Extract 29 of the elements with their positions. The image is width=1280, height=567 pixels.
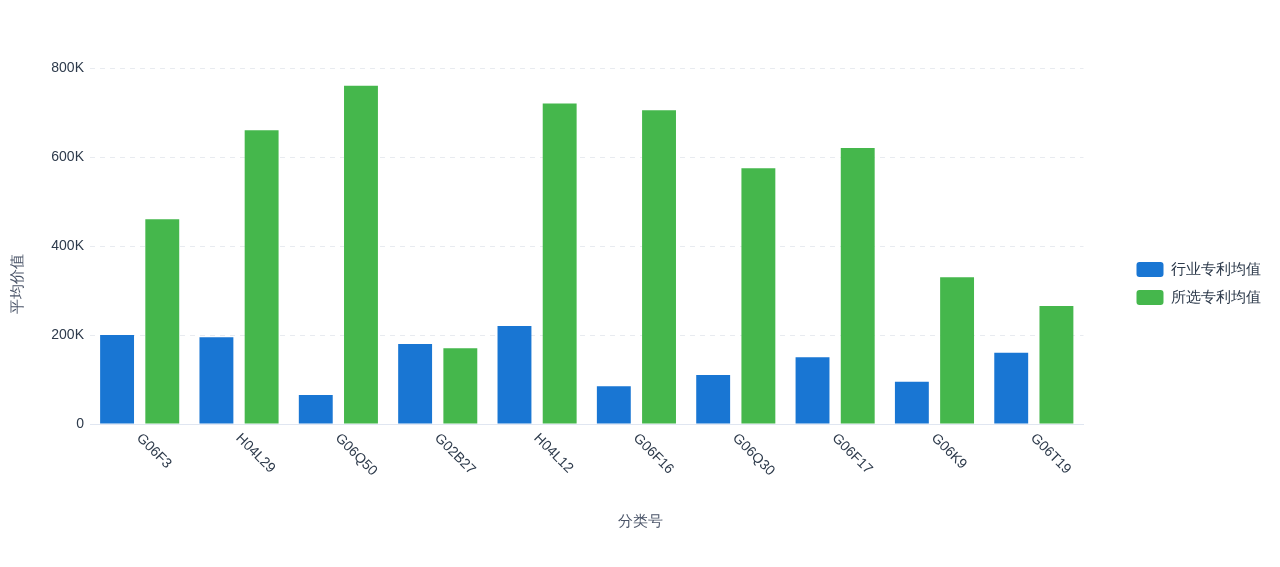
bar [244,130,279,424]
bar [497,326,532,424]
bar [145,219,180,424]
y-tick-label: 400K [51,236,85,253]
bar [398,343,433,424]
bar [894,381,929,424]
bar [344,85,378,424]
bar [199,337,234,424]
bar [840,148,875,424]
y-tick-label: 800K [51,58,85,75]
y-tick-label: 600K [51,147,85,164]
bar [596,386,631,424]
bar [542,103,577,424]
y-axis-title: 平均价值 [8,253,26,314]
bar [696,375,731,424]
legend-label: 行业专利均值 [1171,259,1261,277]
bar [100,335,135,424]
bar [298,395,333,424]
bar [1039,306,1074,424]
bar [994,352,1029,424]
bar [642,110,676,424]
bar [443,348,478,424]
legend-label: 所选专利均值 [1171,287,1261,305]
bar [795,357,830,424]
y-tick-label: 200K [51,325,85,342]
x-axis-title: 分类号 [617,512,663,530]
bar [741,168,776,424]
bar [940,277,975,424]
y-tick-label: 0 [76,414,85,431]
